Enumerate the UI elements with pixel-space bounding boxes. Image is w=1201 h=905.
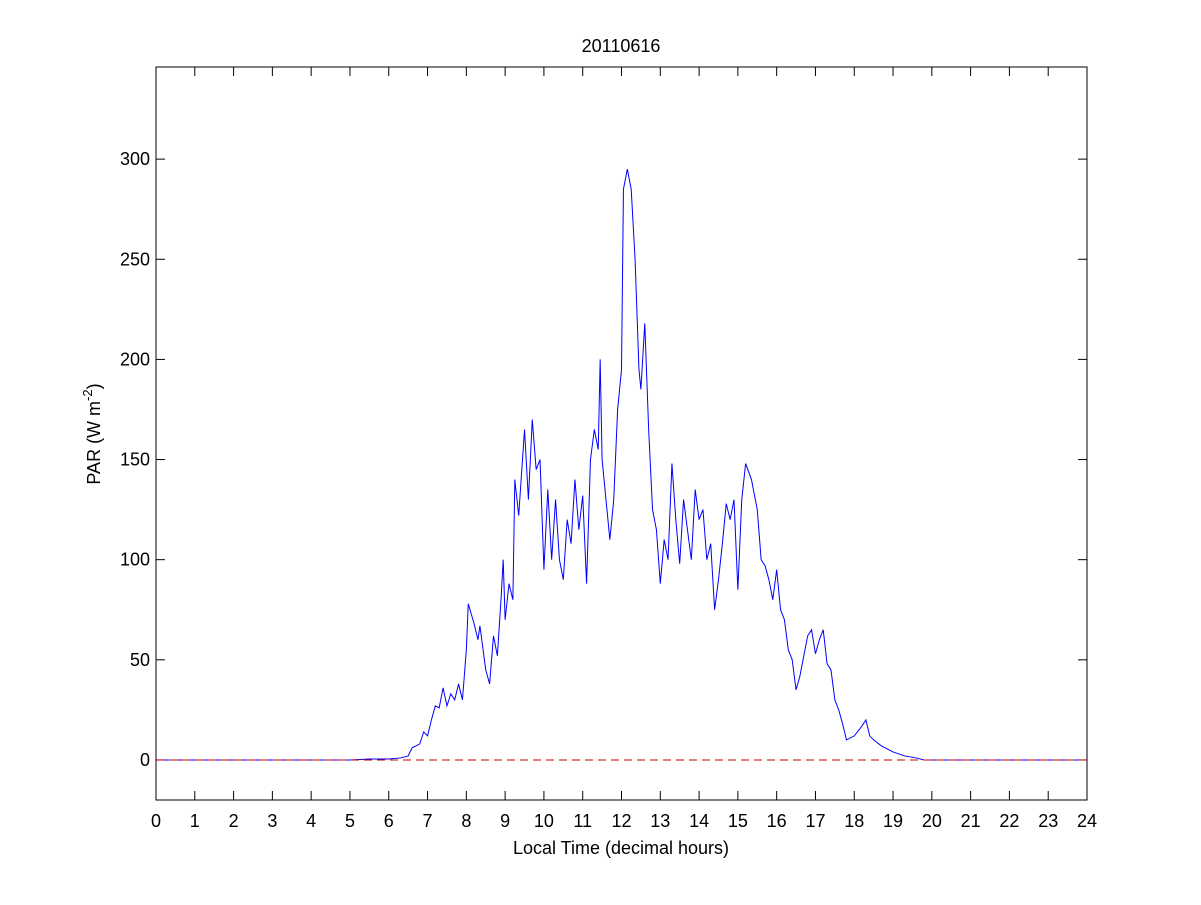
y-tick-label: 300 <box>120 149 150 169</box>
x-tick-label: 16 <box>767 811 787 831</box>
plot-frame <box>155 66 1088 801</box>
y-label-suffix: ) <box>84 383 104 389</box>
y-tick-label: 250 <box>120 249 150 269</box>
x-tick-label: 3 <box>267 811 277 831</box>
x-tick-label: 2 <box>229 811 239 831</box>
x-tick-label: 22 <box>999 811 1019 831</box>
x-tick-label: 9 <box>500 811 510 831</box>
y-tick-label: 100 <box>120 550 150 570</box>
x-tick-label: 23 <box>1038 811 1058 831</box>
x-tick-label: 0 <box>151 811 161 831</box>
x-tick-label: 21 <box>961 811 981 831</box>
y-tick-label: 0 <box>140 750 150 770</box>
x-tick-label: 12 <box>611 811 631 831</box>
x-tick-label: 15 <box>728 811 748 831</box>
x-tick-label: 24 <box>1077 811 1097 831</box>
y-label-text: PAR (W m <box>84 401 104 485</box>
x-tick-label: 11 <box>573 811 592 831</box>
x-tick-label: 18 <box>844 811 864 831</box>
x-tick-label: 5 <box>345 811 355 831</box>
x-axis-label: Local Time (decimal hours) <box>513 838 729 858</box>
y-tick-label: 150 <box>120 450 150 470</box>
y-tick-label: 200 <box>120 349 150 369</box>
x-tick-label: 7 <box>423 811 433 831</box>
y-label-superscript: -2 <box>80 389 95 401</box>
x-tick-label: 4 <box>306 811 316 831</box>
x-tick-label: 17 <box>805 811 825 831</box>
x-tick-label: 13 <box>650 811 670 831</box>
y-axis-label: PAR (W m-2) <box>80 383 104 484</box>
chart-title: 20110616 <box>582 36 661 56</box>
x-tick-label: 1 <box>190 811 200 831</box>
x-tick-label: 8 <box>461 811 471 831</box>
x-tick-label: 6 <box>384 811 394 831</box>
x-tick-label: 20 <box>922 811 942 831</box>
x-tick-label: 19 <box>883 811 903 831</box>
data-line <box>156 169 1087 761</box>
x-tick-label: 10 <box>534 811 554 831</box>
x-tick-label: 14 <box>689 811 709 831</box>
y-tick-label: 50 <box>130 650 150 670</box>
